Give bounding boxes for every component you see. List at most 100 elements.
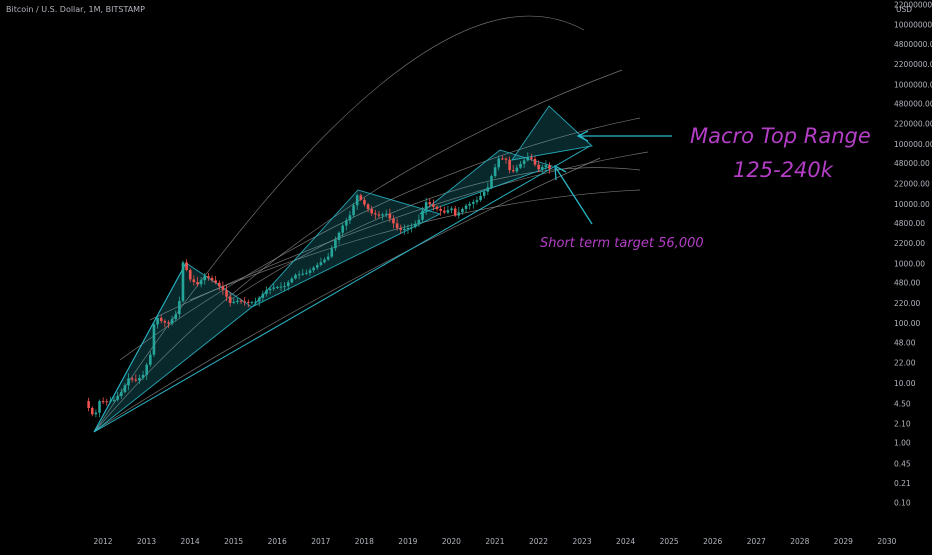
triangle-cycle-2021 [419,149,554,215]
macro-top-arrow-head [576,130,589,142]
candle-body [381,214,384,216]
price-tick-label: 10000000.00 [894,21,932,30]
candle-body [450,208,453,211]
candle-body [109,400,112,402]
candle-body [417,219,421,224]
candle [464,203,468,213]
price-tick-label: 10.00 [894,379,916,388]
candle [319,257,323,267]
candle-body [508,159,511,171]
candle-body [127,378,130,386]
time-axis[interactable]: 2012 2013 2014 2015 2016 2017 2018 2019 2020 2021… [93,537,896,546]
candle-body [276,287,279,289]
candle-body [363,199,366,205]
candle [301,268,305,276]
year-tick-label: 2016 [268,537,287,546]
candle-body [105,401,109,403]
year-tick-label: 2019 [398,537,417,546]
year-tick-label: 2020 [442,537,461,546]
candle-body [428,202,432,205]
candles-layer [87,152,551,418]
candle [207,272,210,281]
candle [276,285,279,290]
candle-body [493,167,497,177]
candle-body [181,262,185,302]
candle-body [134,379,138,381]
candle [228,292,232,307]
candle [272,282,276,291]
candle-body [156,317,159,325]
candle [381,212,384,221]
candle [149,351,152,367]
candle-body [232,301,236,303]
candle [374,209,377,220]
price-tick-label: 48.00 [894,338,916,347]
candle [156,315,159,329]
year-tick-label: 2017 [311,537,330,546]
candle [134,374,138,383]
candle-body [348,215,352,221]
candle-body [308,270,312,273]
candle [101,397,105,405]
candle [377,210,381,219]
candle-body [515,167,519,172]
price-tick-label: 1000.00 [894,260,925,269]
candle [334,236,337,251]
candle [315,262,319,270]
candle-body [468,203,471,206]
price-tick-label: 1000000.00 [894,80,932,89]
candle-body [196,281,199,285]
candle [413,220,417,229]
candle-body [548,165,551,169]
candle [442,206,446,215]
candle [450,206,453,214]
candle [247,299,250,308]
candle-body [167,322,170,324]
candle [479,191,482,202]
candle-body [236,300,239,302]
candle [457,207,461,219]
candle [508,156,511,174]
candle [540,164,544,173]
candle [243,297,246,306]
candle [344,217,348,231]
candle-body [530,157,533,159]
candle-body [406,228,410,230]
candle [98,399,101,418]
candle [239,298,243,304]
candle-body [472,202,475,204]
year-tick-label: 2023 [573,537,592,546]
candle-body [178,301,181,315]
price-tick-label: 22000000.00 [894,0,932,9]
candle-body [461,208,464,213]
candle-body [475,200,479,203]
candle [337,231,341,245]
year-tick-label: 2018 [355,537,374,546]
price-unit-label: USD [896,5,912,14]
candle [530,153,533,162]
candle-body [479,195,482,201]
candle-body [544,165,548,168]
candle [127,373,130,391]
candle [250,300,254,305]
candle-body [239,300,243,302]
candle-body [457,212,461,216]
candle-body [399,227,403,230]
price-tick-label: 1.00 [894,439,911,448]
year-tick-label: 2027 [747,537,766,546]
triangle-patterns-layer [93,105,593,433]
candle-body [192,279,196,282]
candle [221,281,225,296]
candle [323,257,326,264]
candle [388,208,392,223]
candle-body [432,204,435,207]
candle-body [319,262,323,265]
candle [119,388,123,399]
candle-body [119,392,123,397]
candle-body [424,202,428,211]
candle-body [403,228,406,230]
price-tick-label: 220.00 [894,299,920,308]
